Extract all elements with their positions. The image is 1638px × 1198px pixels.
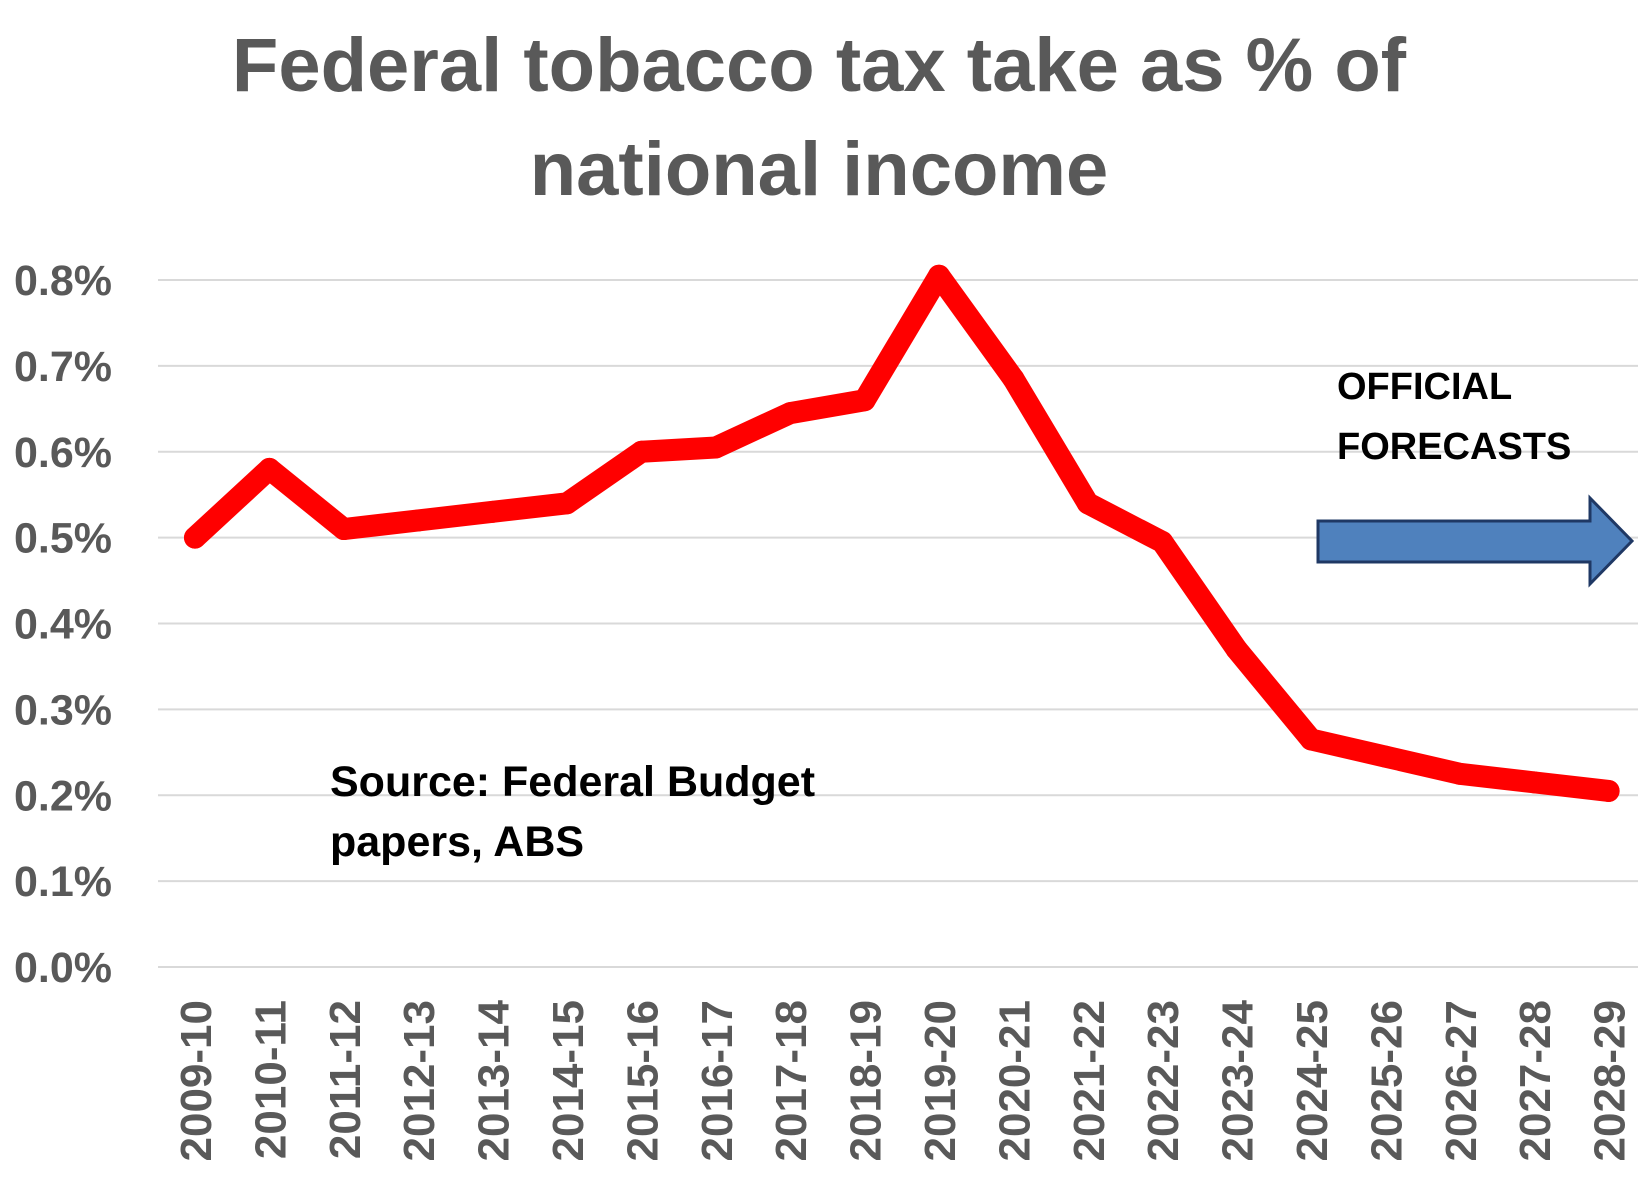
x-tick-label: 2009-10 xyxy=(172,1000,221,1161)
x-tick-label: 2011-12 xyxy=(321,1000,370,1159)
y-tick-label: 0.4% xyxy=(14,601,112,649)
x-tick-label: 2024-25 xyxy=(1288,1000,1337,1161)
x-axis-tick-labels: 2009-10 2010-11 2011-12 2012-13 2013-14 2014-… xyxy=(172,999,1635,1161)
forecast-annotation: OFFICIAL FORECASTS xyxy=(1337,357,1571,477)
data-point xyxy=(332,518,355,541)
x-tick-label: 2019-20 xyxy=(916,1000,965,1161)
x-tick-label: 2016-17 xyxy=(693,1000,742,1161)
data-point xyxy=(1151,530,1174,553)
y-tick-label: 0.0% xyxy=(14,944,112,992)
data-point xyxy=(853,389,876,412)
chart-title: Federal tobacco tax take as % of nationa… xyxy=(0,14,1638,222)
y-axis-tick-labels: 0.0% 0.1% 0.2% 0.3% 0.4% 0.5% 0.6% 0.7% 0.8% xyxy=(14,257,112,992)
series-line-tobacco-tax xyxy=(184,264,1620,802)
source-annotation-line-1: Source: Federal Budget xyxy=(330,758,816,806)
y-tick-label: 0.5% xyxy=(14,515,112,563)
y-tick-label: 0.6% xyxy=(14,429,112,477)
y-tick-label: 0.7% xyxy=(14,343,112,391)
data-point xyxy=(630,440,653,463)
x-tick-label: 2014-15 xyxy=(544,1000,593,1161)
data-point xyxy=(779,402,802,425)
data-point xyxy=(1076,492,1099,515)
data-point xyxy=(556,492,578,515)
forecast-annotation-line-2: FORECASTS xyxy=(1337,426,1572,468)
data-point xyxy=(1374,745,1397,768)
x-tick-label: 2021-22 xyxy=(1065,1000,1114,1161)
source-annotation: Source: Federal Budget papers, ABS xyxy=(330,752,815,872)
x-tick-label: 2022-23 xyxy=(1139,1000,1188,1161)
data-point xyxy=(481,500,504,523)
data-point xyxy=(1225,638,1248,661)
y-tick-label: 0.1% xyxy=(14,858,112,906)
forecast-arrow-icon xyxy=(1316,494,1635,588)
x-tick-label: 2025-26 xyxy=(1362,1000,1411,1161)
chart-title-line-2: national income xyxy=(529,127,1109,212)
x-tick-label: 2013-14 xyxy=(470,999,519,1161)
x-tick-label: 2028-29 xyxy=(1586,1000,1635,1161)
x-tick-label: 2027-28 xyxy=(1511,1000,1560,1161)
x-tick-label: 2010-11 xyxy=(246,1000,295,1159)
chart-title-line-1: Federal tobacco tax take as % of xyxy=(231,23,1407,108)
y-tick-label: 0.3% xyxy=(14,686,112,734)
data-point xyxy=(184,526,206,549)
data-point xyxy=(1300,728,1322,751)
data-point xyxy=(1448,762,1471,785)
data-point xyxy=(258,457,281,480)
data-point xyxy=(407,509,430,532)
y-tick-label: 0.8% xyxy=(14,257,112,305)
x-tick-label: 2023-24 xyxy=(1214,999,1263,1161)
x-tick-label: 2018-19 xyxy=(842,1000,891,1161)
x-tick-label: 2026-27 xyxy=(1437,1000,1486,1161)
data-point xyxy=(928,264,950,287)
data-point xyxy=(1597,779,1620,802)
data-points xyxy=(184,264,1620,802)
data-point xyxy=(704,436,727,459)
data-point xyxy=(1523,771,1546,794)
forecast-annotation-line-1: OFFICIAL xyxy=(1337,366,1513,408)
x-tick-label: 2020-21 xyxy=(990,1000,1039,1161)
data-point xyxy=(1002,367,1025,390)
x-tick-label: 2012-13 xyxy=(395,1000,444,1161)
x-tick-label: 2015-16 xyxy=(618,1000,667,1161)
source-annotation-line-2: papers, ABS xyxy=(330,818,585,866)
grid-lines xyxy=(158,279,1638,968)
x-tick-label: 2017-18 xyxy=(767,1000,816,1161)
y-tick-label: 0.2% xyxy=(14,772,112,820)
